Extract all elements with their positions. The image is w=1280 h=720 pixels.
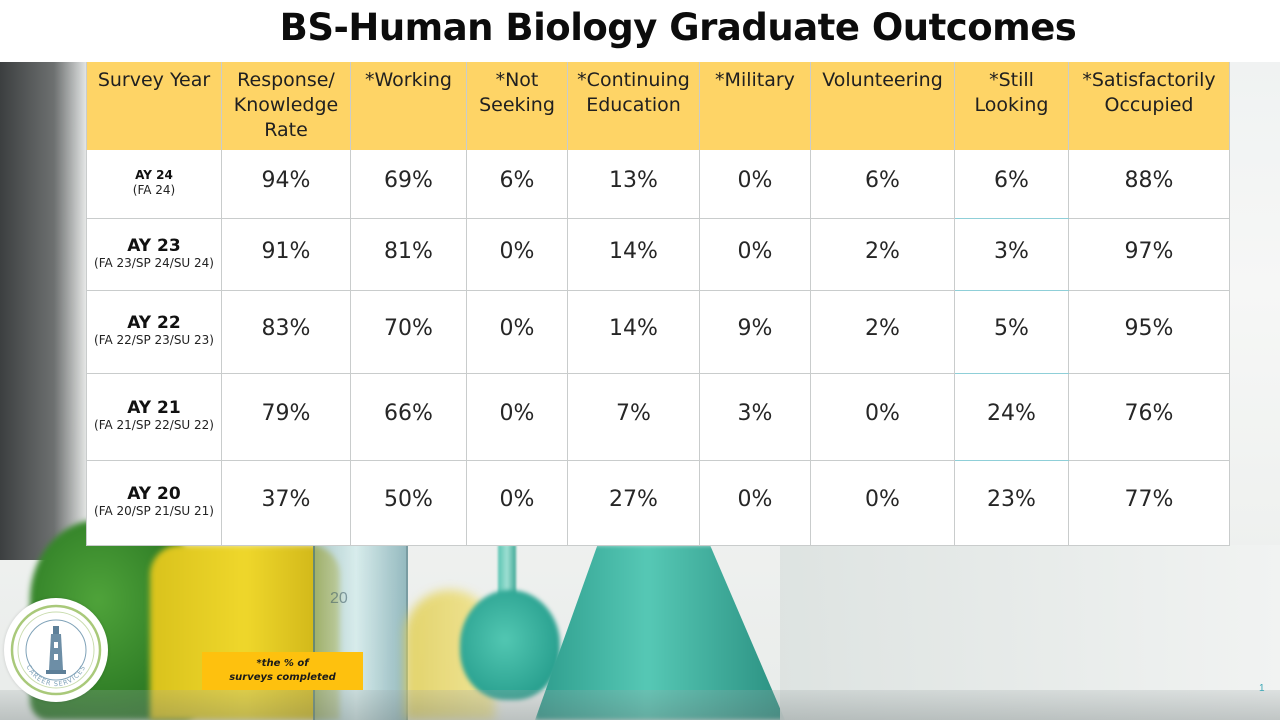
header-survey-year: Survey Year: [86, 62, 222, 150]
survey-year: AY 21: [127, 398, 181, 418]
tube-graduation-mark: 20: [330, 590, 348, 607]
satisfactorily-occupied-cell: 95%: [1068, 290, 1230, 374]
survey-terms: (FA 22/SP 23/SU 23): [94, 333, 214, 347]
still-looking-cell: 24%: [954, 373, 1069, 461]
footnote-line-2: surveys completed: [229, 672, 336, 683]
header-continuing-education: *Continuing Education: [567, 62, 700, 150]
slide-title: BS-Human Biology Graduate Outcomes: [279, 6, 1077, 49]
continuing-education-cell: 14%: [567, 290, 700, 374]
not-seeking-cell: 0%: [466, 373, 568, 461]
title-bar: BS-Human Biology Graduate Outcomes: [0, 0, 1280, 62]
career-services-logo: CAREER SERVICES: [4, 598, 108, 702]
still-looking-cell: 23%: [954, 460, 1069, 546]
header-still-looking: *Still Looking: [954, 62, 1069, 150]
header-not-seeking: *Not Seeking: [466, 62, 568, 150]
continuing-education-cell: 13%: [567, 150, 700, 219]
military-cell: 0%: [699, 460, 811, 546]
footnote-line-1: *the % of: [256, 658, 309, 669]
response-rate-cell: 94%: [221, 150, 351, 219]
header-military: *Military: [699, 62, 811, 150]
not-seeking-cell: 0%: [466, 290, 568, 374]
survey-year-cell: AY 23 (FA 23/SP 24/SU 24): [86, 218, 222, 291]
yellow-flask-shape: [150, 545, 340, 720]
outcomes-table: Survey Year Response/ Knowledge Rate *Wo…: [86, 62, 1230, 546]
table-row: AY 23 (FA 23/SP 24/SU 24) 91% 81% 0% 14%…: [86, 218, 1230, 291]
still-looking-cell: 6%: [954, 150, 1069, 219]
table-row: AY 20 (FA 20/SP 21/SU 21) 37% 50% 0% 27%…: [86, 460, 1230, 546]
still-looking-cell: 5%: [954, 290, 1069, 374]
survey-terms: (FA 20/SP 21/SU 21): [94, 504, 214, 518]
survey-year: AY 20: [127, 484, 181, 504]
military-cell: 0%: [699, 218, 811, 291]
volunteering-cell: 6%: [810, 150, 955, 219]
volunteering-cell: 0%: [810, 373, 955, 461]
response-rate-cell: 91%: [221, 218, 351, 291]
header-volunteering: Volunteering: [810, 62, 955, 150]
not-seeking-cell: 6%: [466, 150, 568, 219]
military-cell: 9%: [699, 290, 811, 374]
survey-year-cell: AY 22 (FA 22/SP 23/SU 23): [86, 290, 222, 374]
lab-bench-shape: [0, 690, 1280, 720]
table-row: AY 24 (FA 24) 94% 69% 6% 13% 0% 6% 6% 88…: [86, 150, 1230, 219]
not-seeking-cell: 0%: [466, 218, 568, 291]
survey-year-cell: AY 20 (FA 20/SP 21/SU 21): [86, 460, 222, 546]
survey-terms: (FA 21/SP 22/SU 22): [94, 418, 214, 432]
survey-terms: (FA 23/SP 24/SU 24): [94, 255, 214, 270]
background-dark-edge: [0, 60, 90, 560]
still-looking-cell: 3%: [954, 218, 1069, 291]
continuing-education-cell: 7%: [567, 373, 700, 461]
satisfactorily-occupied-cell: 88%: [1068, 150, 1230, 219]
continuing-education-cell: 27%: [567, 460, 700, 546]
survey-terms: (FA 24): [132, 182, 176, 197]
response-rate-cell: 37%: [221, 460, 351, 546]
response-rate-cell: 79%: [221, 373, 351, 461]
table-row: AY 22 (FA 22/SP 23/SU 23) 83% 70% 0% 14%…: [86, 290, 1230, 374]
survey-year-cell: AY 24 (FA 24): [86, 150, 222, 219]
military-cell: 3%: [699, 373, 811, 461]
military-cell: 0%: [699, 150, 811, 219]
table-row: AY 21 (FA 21/SP 22/SU 22) 79% 66% 0% 7% …: [86, 373, 1230, 461]
header-working: *Working: [350, 62, 467, 150]
working-cell: 50%: [350, 460, 467, 546]
glass-tube-shape: [313, 545, 408, 720]
volunteering-cell: 2%: [810, 290, 955, 374]
working-cell: 66%: [350, 373, 467, 461]
table-header-row: Survey Year Response/ Knowledge Rate *Wo…: [86, 62, 1230, 150]
survey-year: AY 23: [127, 235, 181, 256]
response-rate-cell: 83%: [221, 290, 351, 374]
survey-year: AY 24: [135, 167, 173, 182]
working-cell: 69%: [350, 150, 467, 219]
background-right-fade: [780, 545, 1280, 720]
satisfactorily-occupied-cell: 97%: [1068, 218, 1230, 291]
not-seeking-cell: 0%: [466, 460, 568, 546]
satisfactorily-occupied-cell: 77%: [1068, 460, 1230, 546]
working-cell: 70%: [350, 290, 467, 374]
page-number: 1: [1259, 683, 1265, 694]
survey-year: AY 22: [127, 313, 181, 333]
volunteering-cell: 2%: [810, 218, 955, 291]
survey-year-cell: AY 21 (FA 21/SP 22/SU 22): [86, 373, 222, 461]
header-response-rate: Response/ Knowledge Rate: [221, 62, 351, 150]
volunteering-cell: 0%: [810, 460, 955, 546]
university-career-services-seal-icon: CAREER SERVICES: [10, 604, 102, 696]
satisfactorily-occupied-cell: 76%: [1068, 373, 1230, 461]
continuing-education-cell: 14%: [567, 218, 700, 291]
teal-round-flask-shape: [460, 590, 560, 700]
working-cell: 81%: [350, 218, 467, 291]
footnote-box: *the % of surveys completed: [202, 652, 363, 690]
header-satisfactorily-occupied: *Satisfactorily Occupied: [1068, 62, 1230, 150]
teal-flask-neck-shape: [498, 545, 516, 600]
